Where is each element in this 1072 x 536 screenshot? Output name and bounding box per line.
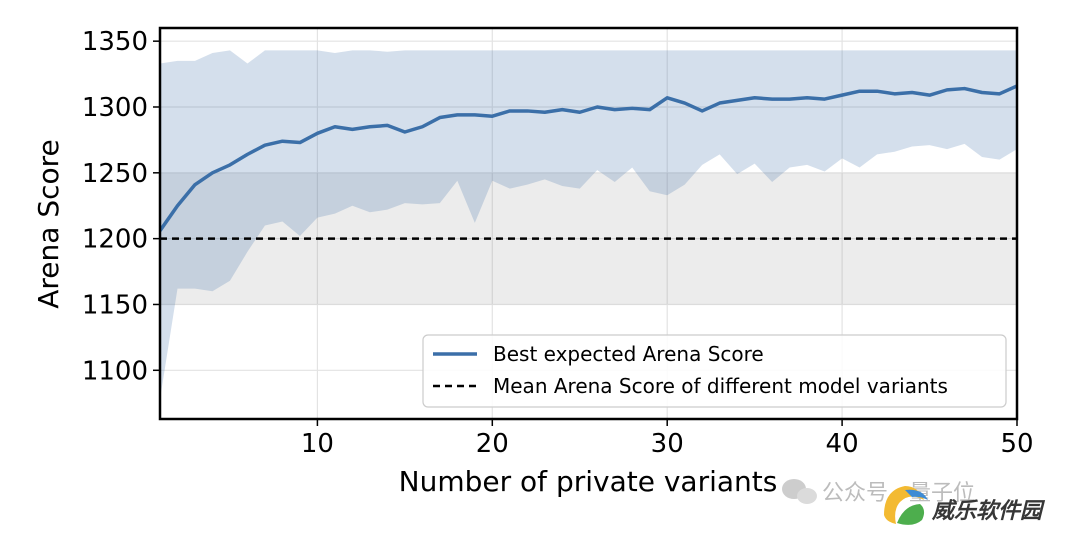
axis-ticks: 10 20 30 40 50 1100 1150 1200 1250 1300 1350 bbox=[82, 27, 1034, 459]
x-tick-label: 40 bbox=[826, 429, 859, 459]
legend: Best expected Arena Score Mean Arena Sco… bbox=[422, 334, 1007, 408]
legend-label-best: Best expected Arena Score bbox=[493, 342, 764, 366]
series-lines bbox=[160, 84, 1017, 240]
legend-box bbox=[422, 334, 1007, 408]
y-tick-label: 1100 bbox=[82, 356, 148, 386]
y-tick-label: 1350 bbox=[82, 27, 148, 57]
y-tick-label: 1300 bbox=[82, 93, 148, 123]
best-score-line bbox=[160, 84, 1017, 232]
watermark-brand: 威乐软件园 bbox=[931, 499, 1046, 524]
best-score-confidence-band bbox=[160, 50, 1017, 400]
wechat-icon bbox=[782, 479, 817, 504]
y-tick-label: 1150 bbox=[82, 290, 148, 320]
plot-frame bbox=[158, 26, 1019, 421]
y-axis-label: Arena Score bbox=[32, 139, 65, 309]
x-tick-label: 30 bbox=[651, 429, 684, 459]
x-tick-label: 50 bbox=[1000, 429, 1033, 459]
x-tick-label: 20 bbox=[476, 429, 509, 459]
x-axis-label: Number of private variants bbox=[399, 465, 778, 498]
x-tick-label: 10 bbox=[301, 429, 334, 459]
watermark: 公众号 · 量子位 威乐软件园 bbox=[782, 479, 1046, 525]
legend-label-mean: Mean Arena Score of different model vari… bbox=[493, 374, 948, 398]
y-tick-label: 1250 bbox=[82, 159, 148, 189]
brand-logo-icon bbox=[884, 486, 928, 525]
y-tick-label: 1200 bbox=[82, 225, 148, 255]
